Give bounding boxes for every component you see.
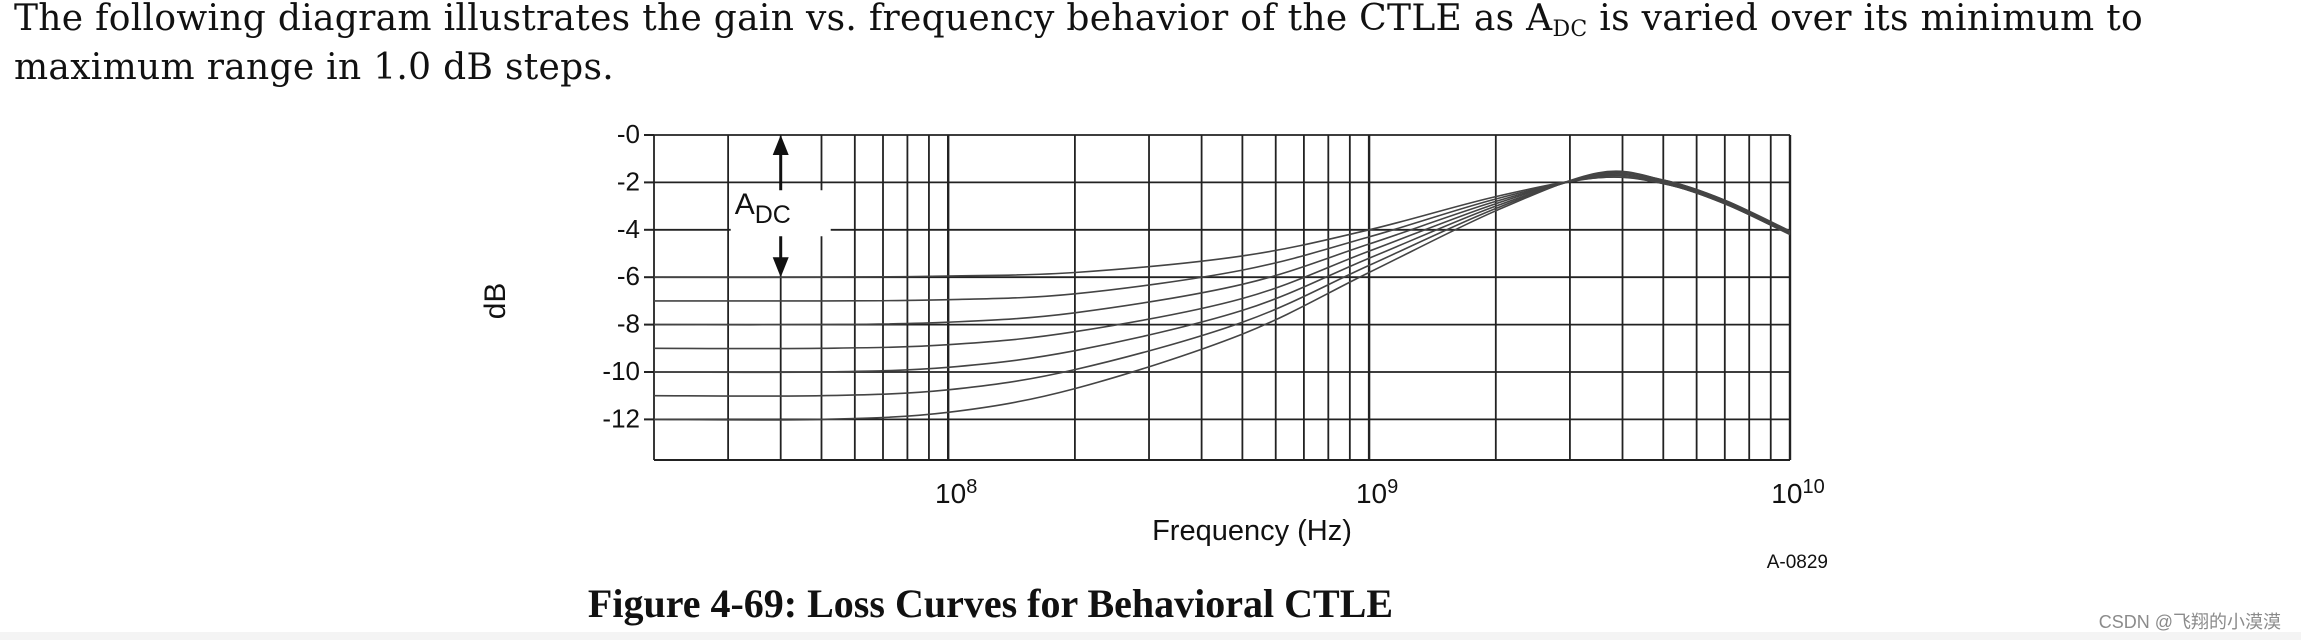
csdn-watermark: CSDN @飞翔的小漠漠 [2098,612,2281,632]
loss-curve [653,176,1791,302]
adc-arrowhead-down [772,257,789,278]
figure-id-label: A-0829 [1767,552,1828,573]
adc-label-background [730,190,831,237]
x-tick-label: 108 [935,476,977,509]
figure-caption-text: Figure 4-69: Loss Curves for Behavioral … [587,581,1394,626]
y-tick-label: -8 [617,309,640,339]
loss-curve [653,174,1791,326]
intro-text-before: The following diagram illustrates the ga… [14,0,1553,39]
y-tick-label: -4 [617,214,640,244]
x-tick-label: 1010 [1771,476,1824,509]
adc-label: ADC [735,188,791,229]
intro-subscript: DC [1552,17,1588,42]
loss-curve [653,173,1791,374]
intro-text-after: is varied over its minimum to maximum ra… [14,0,2143,88]
bottom-strip [0,632,2301,640]
x-tick-label: 109 [1356,476,1398,509]
y-tick-label: -0 [617,119,640,149]
x-axis-label: Frequency (Hz) [1152,515,1352,547]
y-tick-label: -6 [617,261,640,291]
intro-paragraph: The following diagram illustrates the ga… [14,0,2284,87]
y-tick-label: -2 [617,166,640,196]
adc-arrowhead-up [772,135,789,155]
y-tick-label: -12 [602,403,640,433]
y-axis-label: dB [479,283,512,320]
loss-curve [653,170,1791,421]
y-tick-label: -10 [602,356,640,386]
figure-caption: Figure 4-69: Loss Curves for Behavioral … [0,580,2301,627]
